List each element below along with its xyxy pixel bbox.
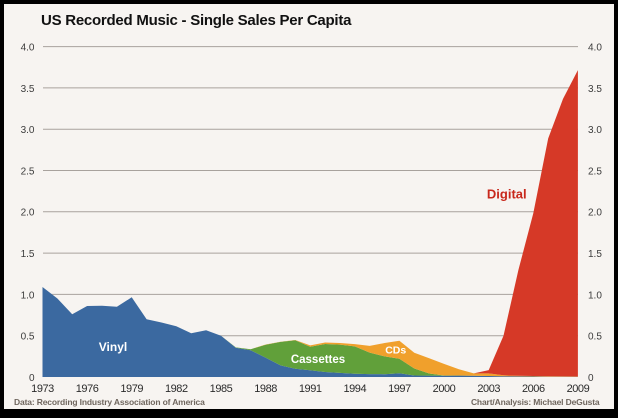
svg-text:3.0: 3.0 [21, 125, 35, 136]
svg-text:0.5: 0.5 [588, 332, 602, 343]
svg-text:1976: 1976 [76, 383, 99, 395]
svg-text:4.0: 4.0 [21, 43, 35, 54]
svg-text:Vinyl: Vinyl [99, 340, 127, 354]
svg-text:1.5: 1.5 [21, 249, 35, 260]
svg-text:2.0: 2.0 [588, 208, 602, 219]
svg-text:Chart/Analysis: Michael DeGust: Chart/Analysis: Michael DeGusta [471, 397, 600, 407]
svg-text:1.0: 1.0 [588, 290, 602, 301]
svg-text:2009: 2009 [567, 383, 590, 395]
svg-text:2006: 2006 [522, 383, 545, 395]
svg-text:2.0: 2.0 [21, 208, 35, 219]
svg-text:1991: 1991 [299, 383, 322, 395]
svg-text:1.0: 1.0 [21, 290, 35, 301]
svg-text:4.0: 4.0 [588, 43, 602, 54]
svg-text:0: 0 [29, 373, 35, 384]
svg-text:0.5: 0.5 [21, 332, 35, 343]
svg-text:2000: 2000 [433, 383, 456, 395]
svg-text:Digital: Digital [487, 186, 527, 201]
svg-text:2.5: 2.5 [588, 166, 602, 177]
svg-text:3.5: 3.5 [21, 84, 35, 95]
svg-text:1979: 1979 [120, 383, 143, 395]
svg-text:CDs: CDs [385, 345, 406, 357]
svg-text:0: 0 [588, 373, 594, 384]
svg-text:Cassettes: Cassettes [291, 354, 345, 366]
svg-text:2003: 2003 [477, 383, 500, 395]
svg-text:1982: 1982 [165, 383, 188, 395]
svg-text:1994: 1994 [343, 383, 366, 395]
svg-text:1988: 1988 [254, 383, 277, 395]
svg-text:3.0: 3.0 [588, 125, 602, 136]
svg-text:1.5: 1.5 [588, 249, 602, 260]
svg-text:1997: 1997 [388, 383, 411, 395]
svg-text:2.5: 2.5 [21, 166, 35, 177]
svg-text:1985: 1985 [210, 383, 233, 395]
svg-text:1973: 1973 [31, 383, 54, 395]
svg-text:Data: Recording Industry Assoc: Data: Recording Industry Association of … [14, 397, 205, 407]
svg-text:3.5: 3.5 [588, 84, 602, 95]
